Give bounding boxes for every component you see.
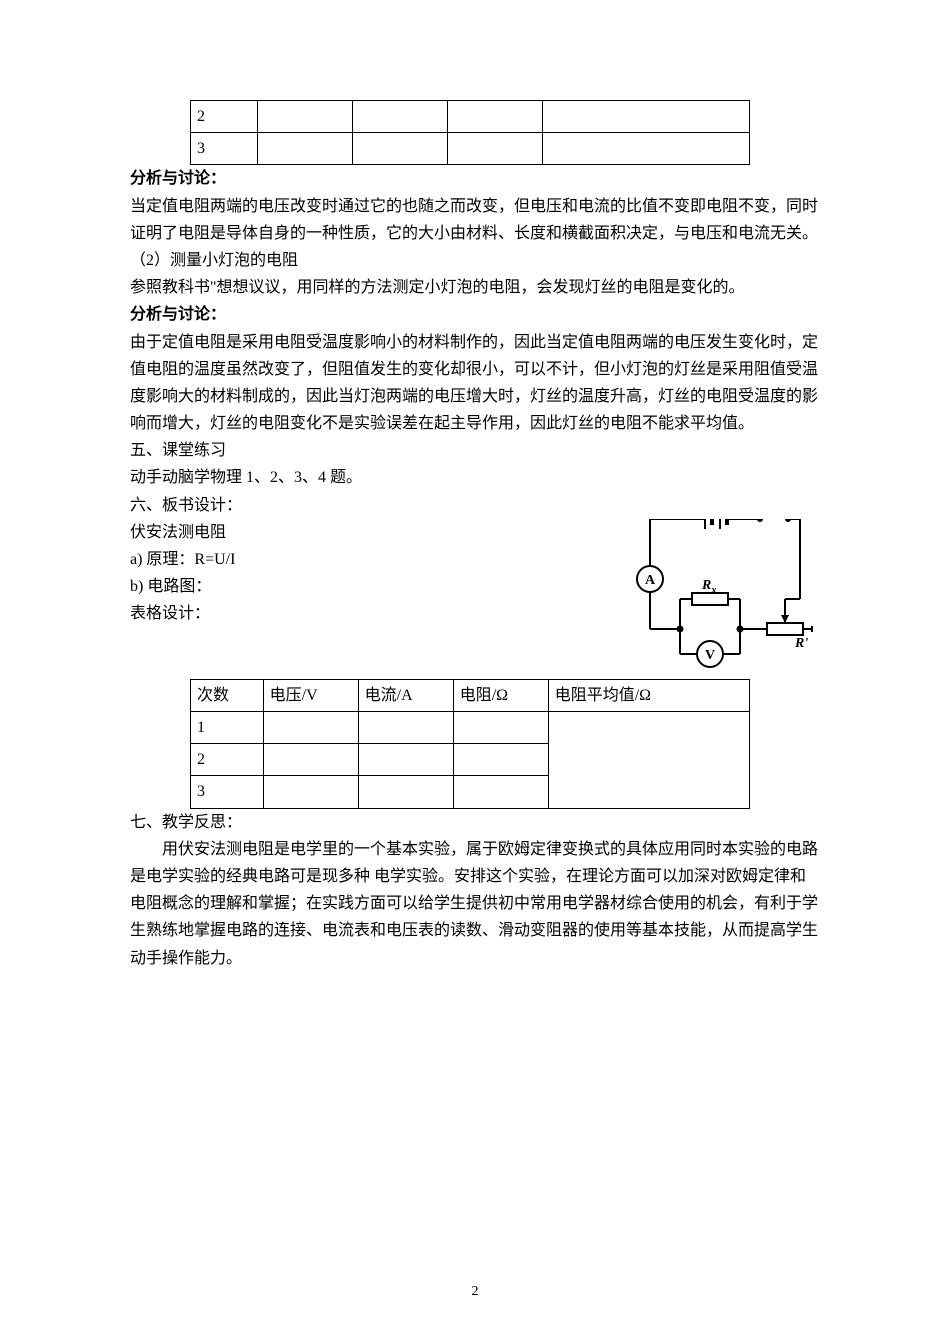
cell — [453, 712, 548, 744]
section7-heading: 七、教学反思： — [130, 809, 820, 836]
cell — [358, 744, 453, 776]
label-Rx-sub: x — [710, 585, 716, 596]
table-header-row: 次数 电压/V 电流/A 电阻/Ω 电阻平均值/Ω — [191, 679, 750, 711]
cell — [263, 776, 358, 808]
th: 电阻平均值/Ω — [548, 679, 749, 711]
table-row: 1 — [191, 712, 750, 744]
analysis2-p1: 由于定值电阻是采用电阻受温度影响小的材料制作的，因此当定值电阻两端的电压发生变化… — [130, 329, 820, 438]
cell — [258, 133, 353, 165]
cell — [258, 101, 353, 133]
cell-num: 3 — [191, 776, 264, 808]
analysis1-p3: 参照教科书"想想议议，用同样的方法测定小灯泡的电阻，会发现灯丝的电阻是变化的。 — [130, 274, 820, 301]
section5-heading: 五、课堂练习 — [130, 437, 820, 464]
section6-heading: 六、板书设计： — [130, 492, 820, 519]
label-V: V — [705, 648, 715, 663]
section7-p1: 用伏安法测电阻是电学里的一个基本实验，属于欧姆定律变换式的具体应用同时本实验的电… — [130, 836, 820, 972]
table-row: 2 — [191, 101, 750, 133]
cell — [358, 712, 453, 744]
th: 电压/V — [263, 679, 358, 711]
cell-num: 3 — [191, 133, 258, 165]
label-A: A — [645, 573, 656, 588]
analysis1-heading: 分析与讨论： — [130, 165, 820, 192]
cell — [448, 133, 543, 165]
page: 2 3 分析与讨论： 当定值电阻两端的电压改变时通过它的也随之而改变，但电压和电… — [0, 0, 950, 1344]
th: 次数 — [191, 679, 264, 711]
cell — [453, 776, 548, 808]
cell — [543, 101, 750, 133]
cell-num: 1 — [191, 712, 264, 744]
analysis2-heading: 分析与讨论： — [130, 301, 820, 328]
cell — [353, 133, 448, 165]
label-Rp: R' — [794, 636, 808, 651]
cell — [353, 101, 448, 133]
cell-avg — [548, 712, 749, 809]
cell — [453, 744, 548, 776]
analysis1-p2: （2）测量小灯泡的电阻 — [130, 247, 820, 274]
page-number: 2 — [0, 1280, 950, 1304]
cell — [263, 712, 358, 744]
cell — [448, 101, 543, 133]
cell — [543, 133, 750, 165]
cell-num: 2 — [191, 101, 258, 133]
analysis1-p1: 当定值电阻两端的电压改变时通过它的也随之而改变，但电压和电流的比值不变即电阻不变… — [130, 193, 820, 247]
cell — [358, 776, 453, 808]
th: 电流/A — [358, 679, 453, 711]
label-Rx: R — [701, 578, 711, 593]
table-row: 3 — [191, 133, 750, 165]
th: 电阻/Ω — [453, 679, 548, 711]
section5-p1: 动手动脑学物理 1、2、3、4 题。 — [130, 464, 820, 491]
table-fragment: 2 3 — [190, 100, 750, 165]
table-design: 次数 电压/V 电流/A 电阻/Ω 电阻平均值/Ω 1 2 3 — [190, 679, 750, 809]
circuit-diagram: S A Rx — [620, 519, 820, 669]
cell-num: 2 — [191, 744, 264, 776]
cell — [263, 744, 358, 776]
